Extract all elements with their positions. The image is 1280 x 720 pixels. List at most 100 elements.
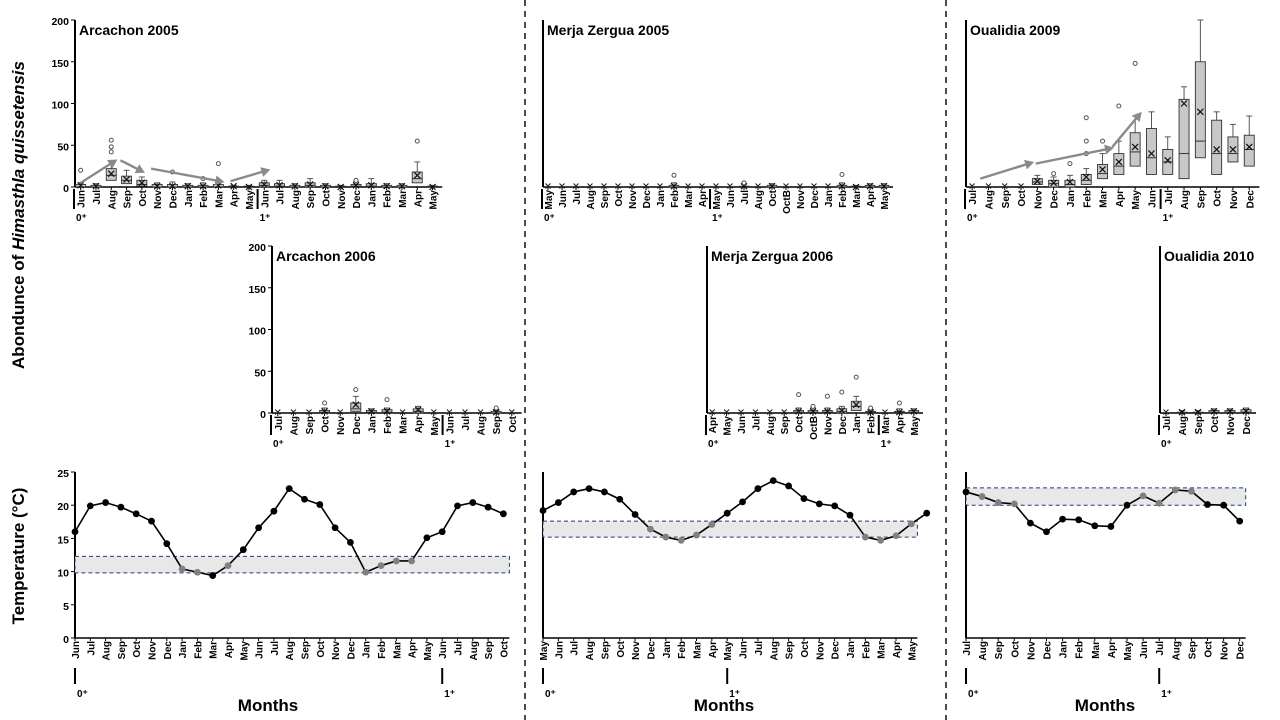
temperature-point bbox=[86, 502, 94, 510]
outlier-point bbox=[108, 144, 114, 150]
box-body bbox=[1064, 179, 1076, 188]
zero-marker bbox=[811, 183, 817, 189]
x-tick-label: May bbox=[723, 641, 734, 661]
box-13 bbox=[1178, 86, 1190, 180]
x-tick-label: Aug bbox=[1178, 416, 1189, 435]
zero-marker bbox=[699, 183, 705, 189]
mean-marker bbox=[153, 182, 161, 190]
temperature-point bbox=[647, 525, 654, 533]
temperature-point bbox=[500, 510, 507, 518]
x-tick-label: Dec bbox=[1050, 190, 1061, 209]
x-tick-label: Aug bbox=[984, 190, 995, 209]
temperature-point bbox=[347, 538, 354, 546]
temperature-point bbox=[194, 568, 201, 576]
temperature-point bbox=[377, 562, 385, 570]
outlier-point bbox=[1132, 60, 1138, 66]
x-tick-label: Apr bbox=[698, 190, 709, 207]
x-tick-label: Mar bbox=[852, 190, 863, 208]
x-tick-label: Oct bbox=[1204, 640, 1215, 657]
x-tick-label: Jun bbox=[77, 190, 88, 208]
x-tick-label: Sep bbox=[305, 416, 316, 434]
mean-marker bbox=[1148, 150, 1155, 158]
temperature-point bbox=[708, 521, 716, 528]
box-10 bbox=[228, 182, 240, 190]
x-tick-label: Feb bbox=[1082, 190, 1093, 208]
y-tick-label: 150 bbox=[248, 284, 266, 296]
x-tick-label: Aug bbox=[289, 416, 300, 435]
x-tick-label: May bbox=[239, 641, 250, 661]
x-tick-label: Jul bbox=[274, 416, 285, 431]
x-tick-label: Dec bbox=[352, 190, 363, 209]
zero-marker bbox=[587, 183, 593, 189]
mean-marker bbox=[1115, 158, 1123, 166]
zero-marker bbox=[399, 409, 406, 415]
x-tick-label: Oct bbox=[614, 189, 625, 206]
x-tick-label: Mar bbox=[209, 641, 220, 659]
x-tick-label: Apr bbox=[413, 190, 424, 207]
box-23 bbox=[864, 182, 876, 190]
box-16 bbox=[766, 182, 778, 190]
temperature-point bbox=[769, 477, 777, 485]
x-tick-label: Jun bbox=[1139, 641, 1150, 659]
mean-marker bbox=[1210, 407, 1218, 415]
x-tick-label: Dec bbox=[810, 190, 821, 209]
outlier-point bbox=[353, 387, 359, 393]
box-body bbox=[1097, 164, 1109, 180]
x-tick-label: Apr bbox=[892, 641, 903, 658]
zero-marker bbox=[573, 183, 579, 189]
mean-marker bbox=[1066, 178, 1074, 186]
temperature-point bbox=[438, 528, 446, 536]
mean-marker bbox=[1245, 143, 1253, 151]
box-body bbox=[350, 402, 362, 412]
box-14 bbox=[490, 405, 502, 416]
temperature-point bbox=[1075, 516, 1083, 524]
x-tick-label: Aug bbox=[1171, 641, 1182, 660]
x-tick-label: May bbox=[423, 641, 434, 661]
x-tick-label: Jul bbox=[572, 190, 583, 205]
temperature-point bbox=[224, 562, 232, 570]
box-5 bbox=[350, 387, 362, 412]
trend-arrow-shaft bbox=[230, 170, 265, 183]
year-label: 0⁺ bbox=[967, 213, 978, 224]
x-tick-label: May bbox=[880, 190, 891, 210]
year-label: 1⁺ bbox=[1163, 213, 1174, 224]
mean-marker bbox=[866, 182, 874, 190]
x-tick-label: Nov bbox=[1026, 641, 1037, 660]
zero-marker bbox=[430, 409, 437, 415]
zero-marker bbox=[1001, 183, 1008, 189]
box-9 bbox=[668, 172, 680, 190]
x-tick-label: Jul bbox=[1155, 641, 1166, 656]
box-0 bbox=[75, 167, 87, 189]
x-tick-label: Feb bbox=[383, 416, 394, 434]
box-6 bbox=[365, 407, 377, 415]
box-22 bbox=[411, 138, 423, 184]
temperature-point bbox=[831, 502, 839, 510]
trend-arrow-head bbox=[260, 167, 271, 177]
box-21 bbox=[396, 182, 408, 190]
temperature-point bbox=[662, 533, 670, 541]
box-7 bbox=[807, 403, 819, 415]
year-label: 0⁺ bbox=[76, 213, 87, 224]
x-tick-label: Nov bbox=[148, 641, 159, 660]
x-tick-label: Nov bbox=[815, 641, 826, 660]
temperature-axis-label: Temperature (°C) bbox=[9, 488, 28, 625]
box-9 bbox=[212, 161, 224, 189]
mean-marker bbox=[1164, 156, 1172, 164]
outlier-point bbox=[108, 137, 114, 143]
box-5 bbox=[151, 182, 163, 190]
mean-marker bbox=[1196, 108, 1204, 116]
y-tick-label: 25 bbox=[57, 468, 69, 480]
zero-marker bbox=[882, 409, 888, 415]
x-tick-label: Jun bbox=[71, 641, 82, 659]
temperature-point bbox=[117, 503, 125, 511]
x-tick-label: Nov bbox=[1226, 416, 1237, 435]
temperature-point bbox=[71, 528, 79, 536]
x-tick-label: May bbox=[1131, 190, 1142, 210]
x-tick-label: Oct bbox=[795, 415, 806, 432]
outlier-point bbox=[493, 405, 499, 411]
year-label: 0⁺ bbox=[273, 439, 284, 450]
x-tick-label: Oct bbox=[768, 189, 779, 206]
zero-marker bbox=[755, 183, 761, 189]
